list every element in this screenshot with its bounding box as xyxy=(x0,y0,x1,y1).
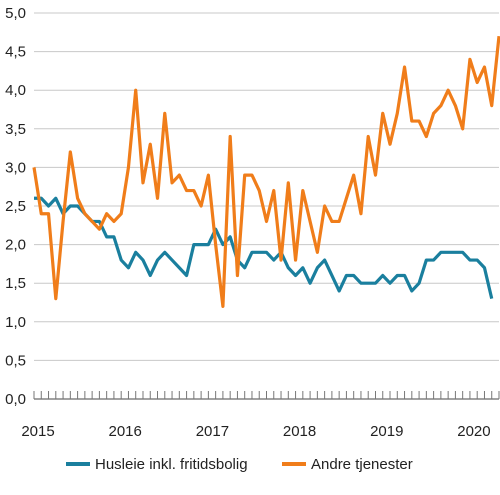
x-tick-label: 2016 xyxy=(109,423,142,440)
x-tick-label: 2018 xyxy=(283,423,316,440)
x-tick-label: 2019 xyxy=(370,423,403,440)
gridlines xyxy=(34,12,499,361)
axes xyxy=(33,391,500,400)
x-tick-label: 2017 xyxy=(196,423,229,440)
y-tick-label: 1,5 xyxy=(5,275,26,292)
legend-label: Husleie inkl. fritidsbolig xyxy=(95,456,248,473)
x-tick-labels: 2015 2016 2017 2018 2019 2020 xyxy=(21,423,490,440)
series-lines xyxy=(32,35,500,308)
x-tick-label: 2015 xyxy=(21,423,54,440)
y-tick-label: 1,0 xyxy=(5,314,26,331)
y-tick-label: 3,0 xyxy=(5,159,26,176)
y-tick-label: 3,5 xyxy=(5,121,26,138)
y-tick-label: 4,5 xyxy=(5,44,26,61)
y-tick-label: 4,0 xyxy=(5,82,26,99)
y-tick-label: 0,0 xyxy=(5,391,26,408)
legend: Husleie inkl. fritidsbolig Andre tjeneste… xyxy=(66,456,413,473)
y-tick-label: 5,0 xyxy=(5,5,26,22)
x-tick-label: 2020 xyxy=(457,423,490,440)
y-tick-labels: 0,0 0,5 1,0 1,5 2,0 2,5 3,0 3,5 4,0 4,5 5,0 xyxy=(5,5,26,408)
legend-label: Andre tjenester xyxy=(311,456,413,473)
y-tick-label: 2,0 xyxy=(5,237,26,254)
series-line-2 xyxy=(32,35,500,308)
y-tick-label: 2,5 xyxy=(5,198,26,215)
series-line-1 xyxy=(34,196,494,300)
y-tick-label: 0,5 xyxy=(5,352,26,369)
